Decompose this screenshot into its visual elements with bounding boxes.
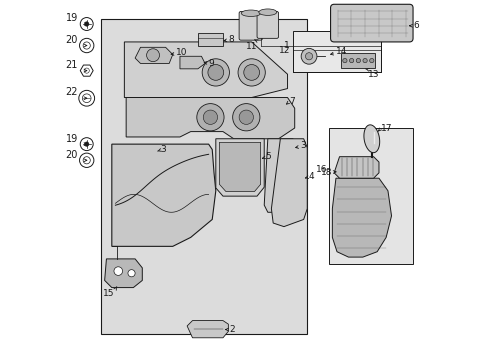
Bar — [341, 53, 375, 68]
Text: 22: 22 — [65, 87, 78, 98]
Text: 19: 19 — [65, 13, 78, 23]
Text: 8: 8 — [228, 35, 234, 44]
Circle shape — [362, 58, 366, 63]
Circle shape — [84, 142, 89, 147]
Circle shape — [84, 22, 89, 26]
Text: 17: 17 — [380, 123, 391, 132]
Bar — [328, 128, 412, 264]
Text: 20: 20 — [65, 150, 78, 160]
Text: 20: 20 — [65, 35, 78, 45]
Polygon shape — [264, 139, 296, 212]
Circle shape — [80, 39, 94, 53]
Polygon shape — [271, 139, 306, 226]
Circle shape — [146, 49, 159, 62]
Polygon shape — [112, 144, 215, 246]
Circle shape — [207, 64, 223, 80]
Text: 16: 16 — [315, 165, 326, 174]
Text: 13: 13 — [367, 70, 379, 79]
Circle shape — [80, 138, 93, 150]
Polygon shape — [215, 139, 264, 196]
Text: 11: 11 — [245, 42, 257, 51]
Circle shape — [203, 110, 217, 125]
Circle shape — [84, 68, 89, 73]
Polygon shape — [198, 33, 223, 45]
Text: 3: 3 — [160, 145, 165, 154]
Text: 21: 21 — [65, 60, 78, 70]
Polygon shape — [124, 42, 287, 98]
Bar — [292, 31, 380, 72]
FancyBboxPatch shape — [239, 12, 262, 40]
FancyBboxPatch shape — [330, 4, 412, 42]
Polygon shape — [104, 259, 142, 288]
Text: 1: 1 — [284, 41, 289, 50]
Circle shape — [114, 267, 122, 275]
Ellipse shape — [241, 10, 260, 17]
Text: 4: 4 — [308, 172, 313, 181]
Circle shape — [238, 59, 265, 86]
Circle shape — [244, 64, 259, 80]
Circle shape — [342, 58, 346, 63]
Circle shape — [128, 270, 135, 277]
Circle shape — [369, 58, 373, 63]
Circle shape — [355, 58, 360, 63]
Circle shape — [79, 90, 94, 106]
Text: 18: 18 — [320, 168, 332, 177]
Text: 15: 15 — [102, 289, 114, 298]
Polygon shape — [187, 320, 228, 338]
Circle shape — [82, 94, 91, 103]
Circle shape — [80, 153, 94, 167]
Text: 6: 6 — [412, 21, 418, 30]
Text: 12: 12 — [278, 46, 289, 55]
Text: 14: 14 — [335, 48, 346, 57]
Polygon shape — [135, 47, 172, 63]
Circle shape — [83, 157, 90, 164]
Text: 2: 2 — [228, 325, 234, 334]
Polygon shape — [332, 178, 391, 257]
Polygon shape — [333, 157, 378, 178]
Text: 7: 7 — [289, 96, 294, 105]
FancyBboxPatch shape — [257, 12, 278, 39]
Text: 3: 3 — [300, 141, 305, 150]
Circle shape — [305, 53, 312, 60]
Polygon shape — [180, 56, 204, 69]
Polygon shape — [126, 98, 294, 139]
Circle shape — [202, 59, 229, 86]
Circle shape — [80, 18, 93, 31]
Ellipse shape — [258, 9, 276, 15]
Text: 9: 9 — [208, 59, 214, 68]
Circle shape — [196, 104, 224, 131]
Circle shape — [301, 48, 316, 64]
Polygon shape — [219, 142, 260, 192]
Bar — [101, 19, 306, 334]
Text: 19: 19 — [65, 134, 78, 144]
Circle shape — [83, 42, 90, 49]
Text: 10: 10 — [176, 48, 187, 57]
Circle shape — [349, 58, 353, 63]
Polygon shape — [80, 65, 93, 76]
Text: 5: 5 — [265, 152, 270, 161]
Polygon shape — [363, 125, 379, 153]
Circle shape — [232, 104, 260, 131]
Circle shape — [239, 110, 253, 125]
